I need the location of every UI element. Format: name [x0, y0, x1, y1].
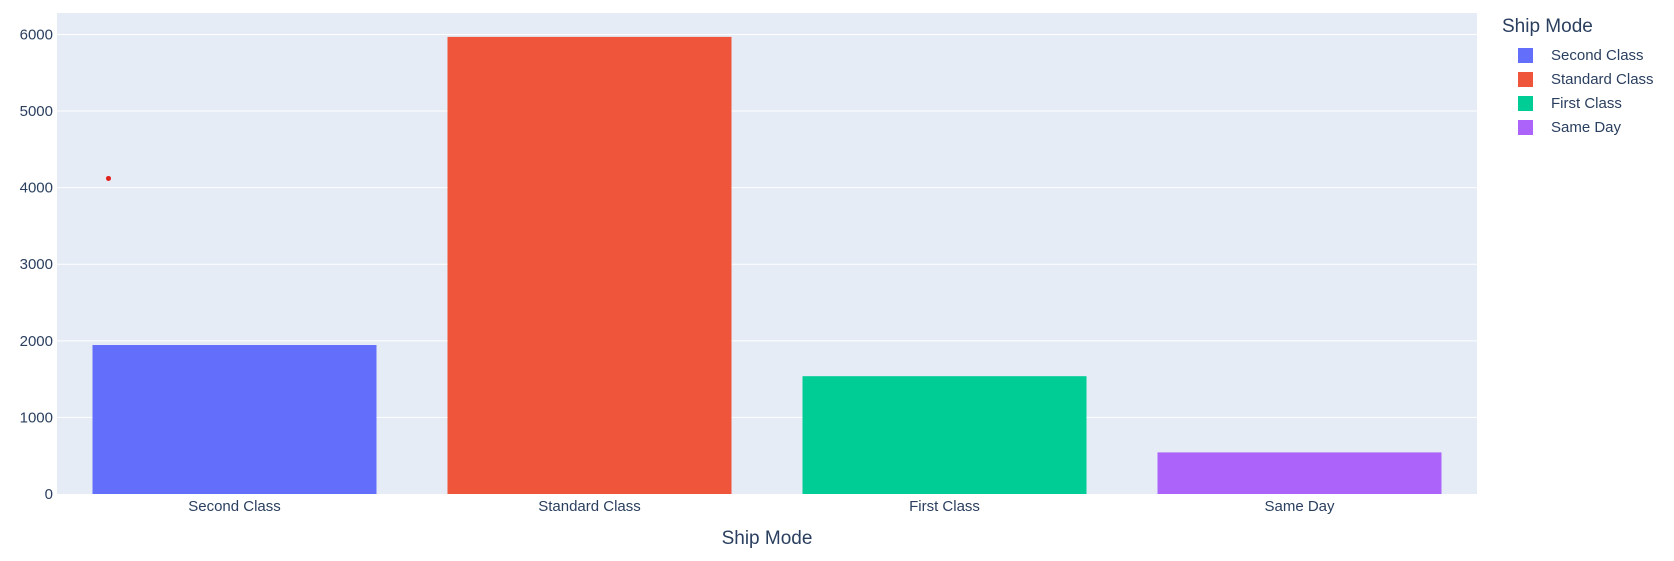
y-tick-label: 6000: [20, 26, 53, 43]
y-tick-label: 4000: [20, 180, 53, 197]
legend-item-same-day[interactable]: Same Day: [1502, 115, 1654, 139]
legend-label: Same Day: [1551, 118, 1622, 136]
legend: Ship Mode Second Class Standard Class Fi…: [1502, 16, 1654, 139]
legend-swatch: [1518, 95, 1533, 111]
x-axis-ticks: Second Class Standard Class First Class Sam…: [188, 498, 1335, 515]
legend-item-standard-class[interactable]: Standard Class: [1502, 67, 1654, 91]
legend-swatch: [1518, 47, 1533, 63]
x-axis-title: Ship Mode: [722, 528, 813, 549]
y-tick-label: 3000: [20, 256, 53, 273]
bar[interactable]: [447, 36, 732, 494]
y-axis-ticks: 0 1000 2000 3000 4000 5000 6000: [20, 26, 53, 503]
marker-point: [106, 175, 111, 181]
x-tick-label: Standard Class: [538, 498, 641, 515]
legend-swatch: [1518, 119, 1533, 135]
legend-swatch: [1518, 71, 1533, 87]
marker-layer: [106, 175, 111, 181]
x-tick-label: Second Class: [188, 498, 281, 515]
y-tick-label: 5000: [20, 103, 53, 120]
x-tick-label: Same Day: [1264, 498, 1335, 515]
legend-label: First Class: [1551, 94, 1622, 112]
legend-item-first-class[interactable]: First Class: [1502, 91, 1654, 115]
legend-title: Ship Mode: [1502, 16, 1593, 37]
legend-item-second-class[interactable]: Second Class: [1502, 43, 1654, 67]
y-tick-label: 0: [45, 486, 53, 503]
legend-label: Standard Class: [1551, 70, 1654, 88]
y-tick-label: 1000: [20, 409, 53, 426]
y-tick-label: 2000: [20, 333, 53, 350]
bar[interactable]: [802, 376, 1087, 494]
bar[interactable]: [92, 345, 377, 494]
legend-label: Second Class: [1551, 46, 1644, 64]
bar[interactable]: [1157, 452, 1442, 494]
bars[interactable]: [92, 36, 1442, 494]
x-tick-label: First Class: [909, 498, 980, 515]
